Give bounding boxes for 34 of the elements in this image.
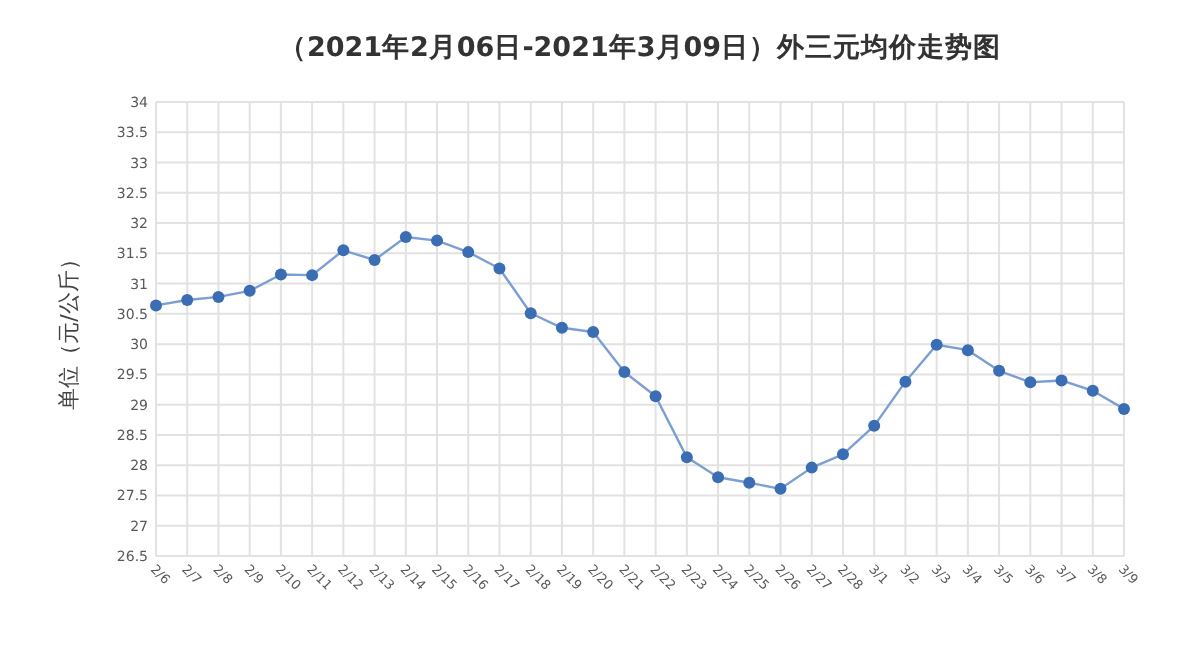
point: [524, 307, 537, 320]
point: [805, 461, 818, 474]
point: [1086, 384, 1099, 397]
point: [743, 476, 756, 489]
point: [368, 253, 381, 266]
point: [868, 419, 881, 432]
y-axis-title: 单位（元/公斤）: [56, 248, 82, 410]
point: [212, 290, 225, 303]
point: [493, 262, 506, 275]
chart-title: （2021年2月06日-2021年3月09日）外三元均价走势图: [278, 32, 1002, 64]
point: [274, 268, 287, 281]
point: [899, 375, 912, 388]
point: [961, 344, 974, 357]
point: [712, 471, 725, 484]
point: [930, 338, 943, 351]
point: [774, 482, 787, 495]
point: [618, 365, 631, 378]
point: [181, 293, 194, 306]
point: [337, 244, 350, 257]
point: [431, 234, 444, 247]
point: [649, 390, 662, 403]
point: [399, 230, 412, 243]
point: [836, 448, 849, 461]
point: [306, 269, 319, 282]
point: [587, 326, 600, 339]
point: [462, 246, 475, 259]
point: [1118, 402, 1130, 415]
point: [555, 321, 568, 334]
point: [1024, 376, 1037, 389]
point: [243, 284, 256, 297]
point: [1055, 374, 1068, 387]
point: [150, 299, 162, 312]
point: [680, 451, 693, 464]
point: [993, 364, 1006, 377]
